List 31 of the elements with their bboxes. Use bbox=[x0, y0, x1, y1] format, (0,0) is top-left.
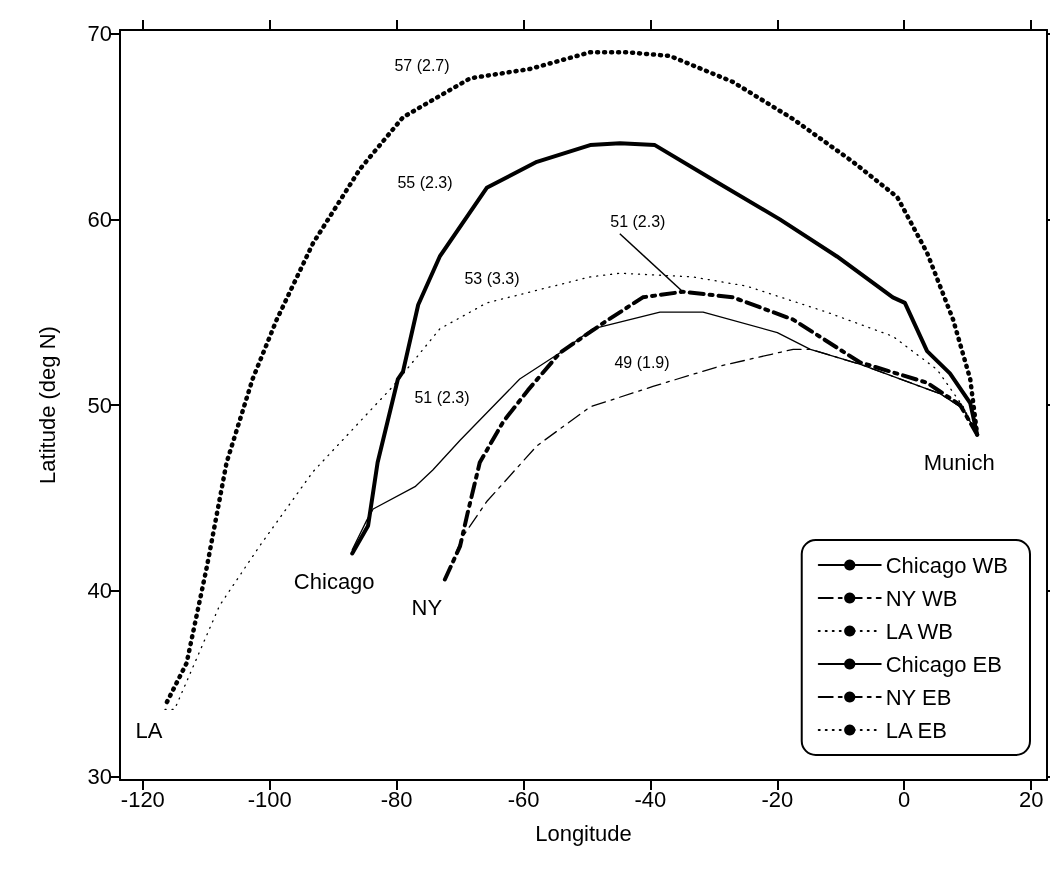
y-tick-label: 30 bbox=[87, 763, 112, 789]
x-tick-label: -120 bbox=[120, 786, 165, 812]
legend-label: LA EB bbox=[885, 717, 947, 743]
annotation: 57 (2.7) bbox=[394, 56, 450, 74]
legend-label: Chicago WB bbox=[885, 552, 1009, 578]
x-tick-label: -100 bbox=[247, 786, 292, 812]
annotation: 55 (2.3) bbox=[397, 173, 453, 191]
legend-label: NY WB bbox=[885, 585, 958, 611]
annotation: Chicago bbox=[293, 569, 375, 595]
x-axis-title: Longitude bbox=[535, 820, 632, 846]
y-tick-label: 70 bbox=[87, 21, 112, 47]
annotation: Munich bbox=[923, 450, 995, 476]
legend-label: LA WB bbox=[885, 618, 953, 644]
y-tick-label: 60 bbox=[87, 206, 112, 232]
x-tick-label: 20 bbox=[1018, 786, 1044, 812]
legend-label: NY EB bbox=[885, 684, 952, 710]
x-tick-label: -60 bbox=[507, 786, 540, 812]
x-tick-label: -40 bbox=[634, 786, 667, 812]
annotation: 51 (2.3) bbox=[610, 213, 666, 231]
legend-label: Chicago EB bbox=[885, 651, 1002, 677]
annotation: 49 (1.9) bbox=[614, 353, 670, 371]
y-tick-label: 40 bbox=[87, 578, 112, 604]
y-axis-title: Latitude (deg N) bbox=[34, 326, 60, 484]
annotation: 51 (2.3) bbox=[414, 388, 470, 406]
x-tick-label: -80 bbox=[380, 786, 413, 812]
annotation: LA bbox=[135, 717, 163, 743]
x-tick-label: 0 bbox=[898, 786, 911, 812]
annotation: 53 (3.3) bbox=[464, 269, 520, 287]
y-tick-label: 50 bbox=[87, 392, 112, 418]
annotation: NY bbox=[411, 595, 443, 621]
x-tick-label: -20 bbox=[761, 786, 794, 812]
